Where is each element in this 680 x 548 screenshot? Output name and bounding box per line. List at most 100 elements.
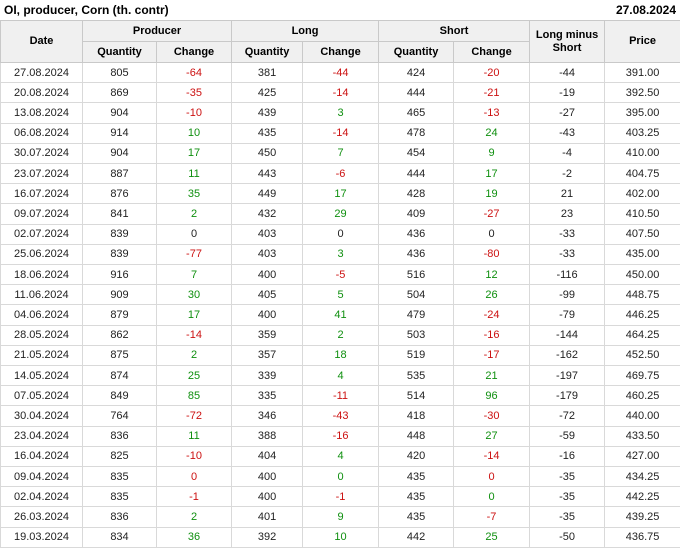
cell-long-minus-short: -116 xyxy=(529,264,606,286)
cell-date: 04.06.2024 xyxy=(0,304,83,326)
cell-short-change: 24 xyxy=(453,122,531,144)
cell-producer-quantity: 764 xyxy=(82,405,157,427)
cell-short-change: 26 xyxy=(453,284,531,306)
cell-long-minus-short: -72 xyxy=(529,405,606,427)
cell-producer-quantity: 849 xyxy=(82,385,157,407)
cell-price: 407.50 xyxy=(604,223,680,245)
cell-short-change: 27 xyxy=(453,425,531,447)
cell-long-quantity: 443 xyxy=(231,163,304,185)
table-row: 16.04.2024 825 -10 404 4 420 -14 -16 427.00 xyxy=(0,445,680,468)
cell-long-quantity: 432 xyxy=(231,203,304,225)
cell-short-quantity: 435 xyxy=(378,506,455,528)
cell-short-quantity: 444 xyxy=(378,163,455,185)
cell-short-quantity: 409 xyxy=(378,203,455,225)
cell-long-change: -44 xyxy=(302,61,380,84)
cell-price: 410.50 xyxy=(604,203,680,225)
cell-long-quantity: 435 xyxy=(231,122,304,144)
cell-date: 09.07.2024 xyxy=(0,203,83,225)
cell-date: 23.04.2024 xyxy=(0,425,83,447)
cell-long-minus-short: -35 xyxy=(529,486,606,508)
table-row: 07.05.2024 849 85 335 -11 514 96 -179 460.25 xyxy=(0,385,680,407)
cell-date: 16.04.2024 xyxy=(0,445,83,468)
cell-long-minus-short: -43 xyxy=(529,122,606,144)
cell-short-quantity: 514 xyxy=(378,385,455,407)
cell-producer-change: 85 xyxy=(155,385,233,407)
cell-long-change: 7 xyxy=(302,142,380,165)
cell-long-quantity: 425 xyxy=(231,82,304,104)
cell-long-change: -43 xyxy=(302,405,380,427)
cell-producer-change: 11 xyxy=(155,163,233,185)
cell-long-quantity: 404 xyxy=(231,445,304,468)
cell-producer-quantity: 869 xyxy=(82,82,157,104)
cell-producer-change: 10 xyxy=(155,122,233,144)
table-body: 27.08.2024 805 -64 381 -44 424 -20 -44 391.00 20.… xyxy=(0,61,680,548)
cell-long-change: -11 xyxy=(302,385,380,407)
cell-long-minus-short: -162 xyxy=(529,344,606,367)
cell-long-quantity: 400 xyxy=(231,264,304,286)
cell-short-change: -7 xyxy=(453,506,531,528)
cell-price: 427.00 xyxy=(604,445,680,468)
cell-price: 436.75 xyxy=(604,526,680,548)
cell-long-change: 18 xyxy=(302,344,380,367)
table-row: 27.08.2024 805 -64 381 -44 424 -20 -44 391.00 xyxy=(0,61,680,84)
cell-date: 27.08.2024 xyxy=(0,61,83,84)
cell-long-change: 10 xyxy=(302,526,380,548)
cell-producer-change: -64 xyxy=(155,61,233,84)
cell-date: 20.08.2024 xyxy=(0,82,83,104)
cell-short-quantity: 465 xyxy=(378,102,455,124)
cell-price: 452.50 xyxy=(604,344,680,367)
table-row: 14.05.2024 874 25 339 4 535 21 -197 469.75 xyxy=(0,365,680,387)
cell-price: 434.25 xyxy=(604,466,680,488)
table-header: Date Producer Long Short Long minus Shor… xyxy=(0,20,680,63)
cell-producer-quantity: 836 xyxy=(82,425,157,447)
cell-price: 403.25 xyxy=(604,122,680,144)
title-bar: OI, producer, Corn (th. contr) 27.08.202… xyxy=(0,0,680,20)
cell-short-change: 96 xyxy=(453,385,531,407)
cell-long-quantity: 449 xyxy=(231,183,304,205)
cell-date: 02.07.2024 xyxy=(0,223,83,245)
cell-long-quantity: 405 xyxy=(231,284,304,306)
cell-long-change: 5 xyxy=(302,284,380,306)
cell-long-change: -5 xyxy=(302,264,380,286)
cell-short-change: -14 xyxy=(453,445,531,468)
cell-price: 460.25 xyxy=(604,385,680,407)
col-header-date: Date xyxy=(0,20,83,63)
cell-short-quantity: 535 xyxy=(378,365,455,387)
cell-long-quantity: 339 xyxy=(231,365,304,387)
cell-short-quantity: 504 xyxy=(378,284,455,306)
table-row: 25.06.2024 839 -77 403 3 436 -80 -33 435.00 xyxy=(0,243,680,266)
report-date: 27.08.2024 xyxy=(615,3,676,17)
cell-long-change: -14 xyxy=(302,122,380,144)
cell-date: 30.07.2024 xyxy=(0,142,83,165)
cell-date: 21.05.2024 xyxy=(0,344,83,367)
cell-short-change: 0 xyxy=(453,466,531,488)
table-row: 21.05.2024 875 2 357 18 519 -17 -162 452.50 xyxy=(0,344,680,367)
cell-producer-change: -77 xyxy=(155,243,233,266)
cell-long-minus-short: -33 xyxy=(529,243,606,266)
cell-producer-quantity: 904 xyxy=(82,102,157,124)
cell-producer-change: 17 xyxy=(155,304,233,326)
cell-short-quantity: 418 xyxy=(378,405,455,427)
cell-long-change: 29 xyxy=(302,203,380,225)
table-row: 16.07.2024 876 35 449 17 428 19 21 402.00 xyxy=(0,183,680,205)
cell-producer-quantity: 805 xyxy=(82,61,157,84)
cell-short-quantity: 519 xyxy=(378,344,455,367)
cell-producer-change: 0 xyxy=(155,466,233,488)
cell-price: 448.75 xyxy=(604,284,680,306)
cell-long-minus-short: -144 xyxy=(529,324,606,346)
cell-short-quantity: 516 xyxy=(378,264,455,286)
cell-producer-change: 2 xyxy=(155,344,233,367)
col-header-short-quantity: Quantity xyxy=(378,41,455,63)
cell-long-change: 17 xyxy=(302,183,380,205)
cell-date: 19.03.2024 xyxy=(0,526,83,548)
cell-short-change: 25 xyxy=(453,526,531,548)
col-header-short-change: Change xyxy=(453,41,531,63)
cell-producer-change: 2 xyxy=(155,506,233,528)
cell-long-change: 3 xyxy=(302,102,380,124)
cell-date: 16.07.2024 xyxy=(0,183,83,205)
cell-producer-change: 25 xyxy=(155,365,233,387)
cell-price: 402.00 xyxy=(604,183,680,205)
cell-producer-quantity: 904 xyxy=(82,142,157,165)
cell-producer-quantity: 825 xyxy=(82,445,157,468)
cell-long-quantity: 392 xyxy=(231,526,304,548)
